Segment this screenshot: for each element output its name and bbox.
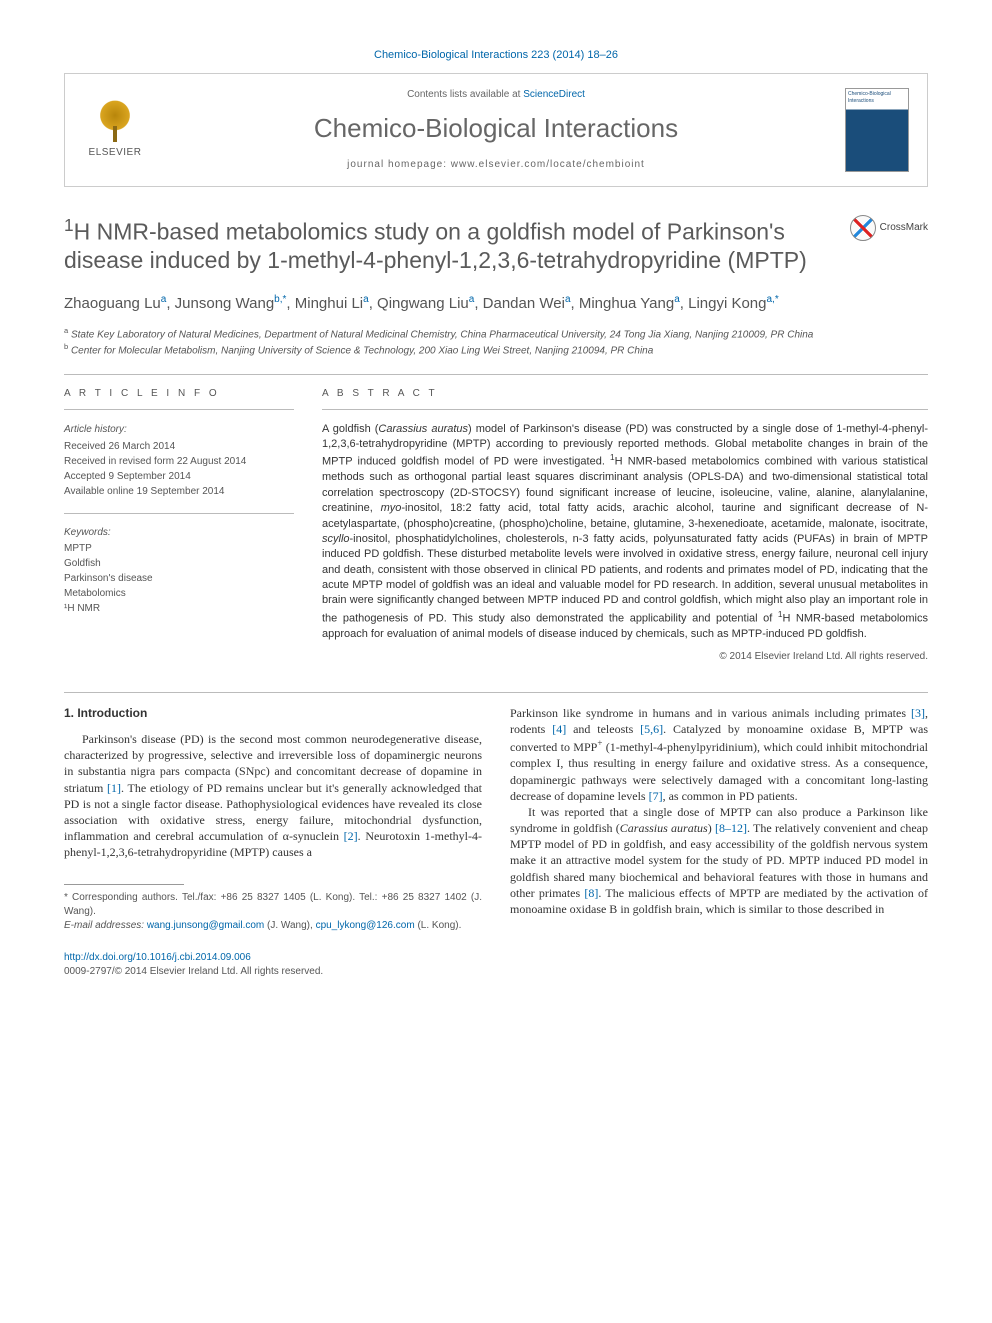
publisher-name: ELSEVIER (83, 146, 147, 160)
email-label: E-mail addresses: (64, 920, 144, 931)
body-text: 1. Introduction Parkinson's disease (PD)… (64, 705, 928, 934)
doi-link[interactable]: http://dx.doi.org/10.1016/j.cbi.2014.09.… (64, 952, 251, 963)
issn-copyright: 0009-2797/© 2014 Elsevier Ireland Ltd. A… (64, 965, 928, 979)
journal-cover-thumbnail[interactable]: Chemico-Biological Interactions (845, 88, 909, 172)
divider (64, 374, 928, 375)
elsevier-logo[interactable]: ELSEVIER (83, 100, 147, 160)
corresponding-author-note: * Corresponding authors. Tel./fax: +86 2… (64, 891, 482, 919)
keyword: MPTP (64, 541, 294, 556)
journal-homepage: journal homepage: www.elsevier.com/locat… (147, 158, 845, 172)
citation-line: Chemico-Biological Interactions 223 (201… (64, 48, 928, 63)
crossmark-badge[interactable]: CrossMark (850, 215, 928, 241)
email-addresses[interactable]: wang.junsong@gmail.com (J. Wang), cpu_ly… (147, 920, 462, 931)
abstract-text: A goldfish (Carassius auratus) model of … (322, 422, 928, 643)
contents-available: Contents lists available at ScienceDirec… (147, 88, 845, 102)
footnotes: * Corresponding authors. Tel./fax: +86 2… (64, 891, 482, 933)
crossmark-label: CrossMark (880, 221, 928, 235)
intro-paragraph: Parkinson's disease (PD) is the second m… (64, 731, 482, 861)
affiliations: a State Key Laboratory of Natural Medici… (64, 326, 928, 358)
history-revised: Received in revised form 22 August 2014 (64, 454, 294, 469)
author-list: Zhaoguang Lua, Junsong Wangb,*, Minghui … (64, 293, 928, 314)
history-label: Article history: (64, 422, 294, 437)
history-received: Received 26 March 2014 (64, 439, 294, 454)
keyword: Parkinson's disease (64, 571, 294, 586)
keyword: Goldfish (64, 556, 294, 571)
keyword: Metabolomics (64, 586, 294, 601)
section-heading-intro: 1. Introduction (64, 705, 482, 721)
keywords-label: Keywords: (64, 526, 294, 540)
sciencedirect-link[interactable]: ScienceDirect (523, 89, 585, 100)
journal-header: ELSEVIER Contents lists available at Sci… (64, 73, 928, 187)
footnote-separator (64, 884, 184, 885)
article-info-column: A R T I C L E I N F O Article history: R… (64, 387, 294, 664)
affiliation-a: a State Key Laboratory of Natural Medici… (64, 326, 928, 342)
keywords-list: MPTP Goldfish Parkinson's disease Metabo… (64, 541, 294, 616)
abstract-column: A B S T R A C T A goldfish (Carassius au… (322, 387, 928, 664)
elsevier-tree-icon (93, 100, 137, 144)
article-info-heading: A R T I C L E I N F O (64, 387, 294, 401)
crossmark-icon (850, 215, 876, 241)
intro-paragraph-col2: Parkinson like syndrome in humans and in… (510, 705, 928, 804)
homepage-url[interactable]: www.elsevier.com/locate/chembioint (451, 159, 645, 170)
abstract-heading: A B S T R A C T (322, 387, 928, 401)
article-title: 1H NMR-based metabolomics study on a gol… (64, 215, 834, 275)
affiliation-b: b Center for Molecular Metabolism, Nanji… (64, 342, 928, 358)
history-accepted: Accepted 9 September 2014 (64, 469, 294, 484)
abstract-copyright: © 2014 Elsevier Ireland Ltd. All rights … (322, 650, 928, 664)
intro-paragraph-col2b: It was reported that a single dose of MP… (510, 804, 928, 917)
divider (64, 692, 928, 693)
history-online: Available online 19 September 2014 (64, 484, 294, 499)
keyword: ¹H NMR (64, 601, 294, 616)
page-footer: http://dx.doi.org/10.1016/j.cbi.2014.09.… (64, 951, 928, 978)
journal-name: Chemico-Biological Interactions (147, 111, 845, 146)
